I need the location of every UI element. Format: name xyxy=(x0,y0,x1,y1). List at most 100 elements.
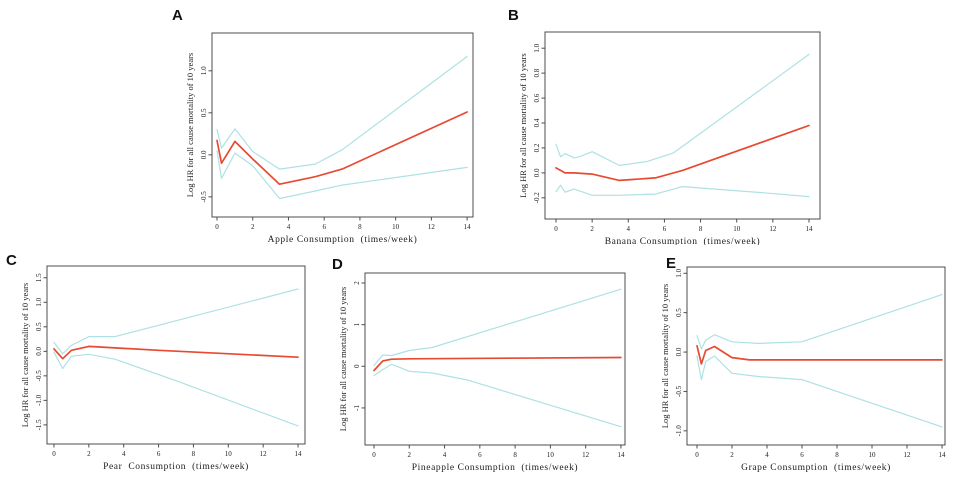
x-tick-label: 2 xyxy=(730,451,734,459)
x-tick-label: 0 xyxy=(554,225,558,233)
x-tick-label: 2 xyxy=(408,451,412,459)
x-tick-label: 4 xyxy=(627,225,631,233)
y-axis-title: Log HR for all cause mortality of 10 yea… xyxy=(518,53,528,197)
x-axis-title: Pear Consumption (times/week) xyxy=(103,461,249,472)
x-tick-label: 12 xyxy=(582,451,590,459)
upper-95ci-line xyxy=(696,293,943,350)
x-axis-title: Banana Consumption (times/week) xyxy=(605,236,761,245)
panel-label-c: C xyxy=(6,252,17,269)
x-tick-label: 14 xyxy=(295,450,303,458)
x-tick-label: 14 xyxy=(464,223,472,231)
panel-grape: E 0 2 4 6 8 10 12 14 -1.0 -0.5 0.0 0.5 1.0 Grape Cons… xyxy=(640,245,960,483)
x-tick-label: 10 xyxy=(392,223,400,231)
plot-box xyxy=(544,31,821,220)
x-tick-label: 10 xyxy=(547,451,555,459)
estimate-line xyxy=(373,356,622,372)
x-tick-label: 0 xyxy=(372,451,376,459)
x-tick-label: 2 xyxy=(590,225,594,233)
x-tick-label: 8 xyxy=(358,223,362,231)
x-tick-label: 12 xyxy=(904,451,912,459)
x-tick-label: 4 xyxy=(122,450,126,458)
panel-pineapple: D 0 2 4 6 8 10 12 14 -1 0 1 2 Pineapple Consumption … xyxy=(330,245,650,483)
panel-apple: A 0 2 4 6 8 10 12 14 -0.5 0.0 0.5 1.0 Apple Consumpt… xyxy=(160,0,490,245)
plot-box xyxy=(686,266,946,446)
x-tick-label: 8 xyxy=(513,451,517,459)
y-tick-label: 0.5 xyxy=(675,308,683,317)
x-tick-label: 6 xyxy=(322,223,326,231)
x-tick-label: 6 xyxy=(157,450,161,458)
estimate-line xyxy=(696,344,943,365)
lower-95ci-line xyxy=(216,150,468,200)
x-tick-label: 8 xyxy=(699,225,703,233)
x-tick-label: 0 xyxy=(52,450,56,458)
y-tick-label: 1.5 xyxy=(35,273,43,282)
y-tick-label: 1.0 xyxy=(675,268,683,277)
estimate-line xyxy=(216,111,468,186)
x-axis-title: Apple Consumption (times/week) xyxy=(268,234,418,245)
x-tick-label: 4 xyxy=(443,451,447,459)
y-tick-label: -0.5 xyxy=(200,191,208,203)
y-tick-label: 1.0 xyxy=(35,297,43,306)
lower-95ci-line xyxy=(53,351,299,427)
upper-95ci-line xyxy=(216,55,468,170)
estimate-line xyxy=(555,124,810,182)
y-tick-label: 0 xyxy=(353,364,361,368)
y-tick-label: 0.0 xyxy=(533,168,541,177)
y-tick-label: 0.4 xyxy=(533,118,541,127)
x-tick-label: 4 xyxy=(765,451,769,459)
y-axis-title: Log HR for all cause mortality of 10 yea… xyxy=(185,53,195,197)
panel-label-a: A xyxy=(172,7,183,24)
x-tick-label: 8 xyxy=(192,450,196,458)
y-axis-title: Log HR for all cause mortality of 10 yea… xyxy=(20,283,30,427)
plot-box xyxy=(364,272,626,446)
x-tick-label: 14 xyxy=(805,225,813,233)
y-axis-title: Log HR for all cause mortality of 10 yea… xyxy=(660,284,670,428)
x-tick-label: 2 xyxy=(87,450,91,458)
y-tick-label: -1 xyxy=(353,405,361,411)
y-tick-label: 0.2 xyxy=(533,143,541,152)
lower-95ci-line xyxy=(696,355,943,428)
panel-pear: C 0 2 4 6 8 10 12 14 -1.5 -1.0 -0.5 0.0 0.5 1.0 1.5 Pea… xyxy=(0,245,330,483)
y-tick-label: -0.2 xyxy=(533,192,541,204)
panel-label-e: E xyxy=(666,255,677,272)
y-tick-label: -0.5 xyxy=(35,370,43,382)
y-tick-label: 0.6 xyxy=(533,93,541,102)
y-tick-label: -1.0 xyxy=(35,394,43,406)
x-tick-label: 6 xyxy=(800,451,804,459)
x-tick-label: 6 xyxy=(663,225,667,233)
x-tick-label: 0 xyxy=(215,223,219,231)
x-tick-label: 10 xyxy=(225,450,233,458)
x-tick-label: 0 xyxy=(695,451,699,459)
x-tick-label: 12 xyxy=(769,225,777,233)
lower-95ci-line xyxy=(373,363,622,428)
y-tick-label: 0.0 xyxy=(200,150,208,159)
y-tick-label: 1.0 xyxy=(533,43,541,52)
y-tick-label: 0.0 xyxy=(35,346,43,355)
upper-95ci-line xyxy=(373,288,622,367)
y-tick-label: 1.0 xyxy=(200,66,208,75)
plot-box xyxy=(211,32,474,218)
pear-chart: 0 2 4 6 8 10 12 14 -1.5 -1.0 -0.5 0.0 0.5 1.0 1.5 Pear … xyxy=(20,265,306,472)
x-tick-label: 12 xyxy=(428,223,436,231)
upper-95ci-line xyxy=(53,288,299,355)
x-tick-label: 12 xyxy=(260,450,268,458)
x-axis-title: Pineapple Consumption (times/week) xyxy=(412,462,578,473)
x-tick-label: 10 xyxy=(733,225,741,233)
x-tick-label: 14 xyxy=(939,451,947,459)
y-tick-label: -1.0 xyxy=(675,425,683,437)
x-tick-label: 2 xyxy=(251,223,255,231)
banana-chart: 0 2 4 6 8 10 12 14 -0.2 0.0 0.2 0.4 0.6 0.8 1.0 Banana … xyxy=(518,31,821,245)
y-tick-label: -0.5 xyxy=(675,385,683,397)
y-tick-label: 0.0 xyxy=(675,347,683,356)
y-tick-label: 0.8 xyxy=(533,68,541,77)
lower-95ci-line xyxy=(555,184,810,198)
apple-chart: 0 2 4 6 8 10 12 14 -0.5 0.0 0.5 1.0 Apple Consumptio… xyxy=(185,32,474,245)
estimate-line xyxy=(53,345,299,360)
x-tick-label: 10 xyxy=(869,451,877,459)
y-axis-title: Log HR for all cause mortality of 10 yea… xyxy=(338,287,348,431)
y-tick-label: -1.5 xyxy=(35,419,43,431)
x-tick-label: 6 xyxy=(478,451,482,459)
panel-label-b: B xyxy=(508,7,519,24)
